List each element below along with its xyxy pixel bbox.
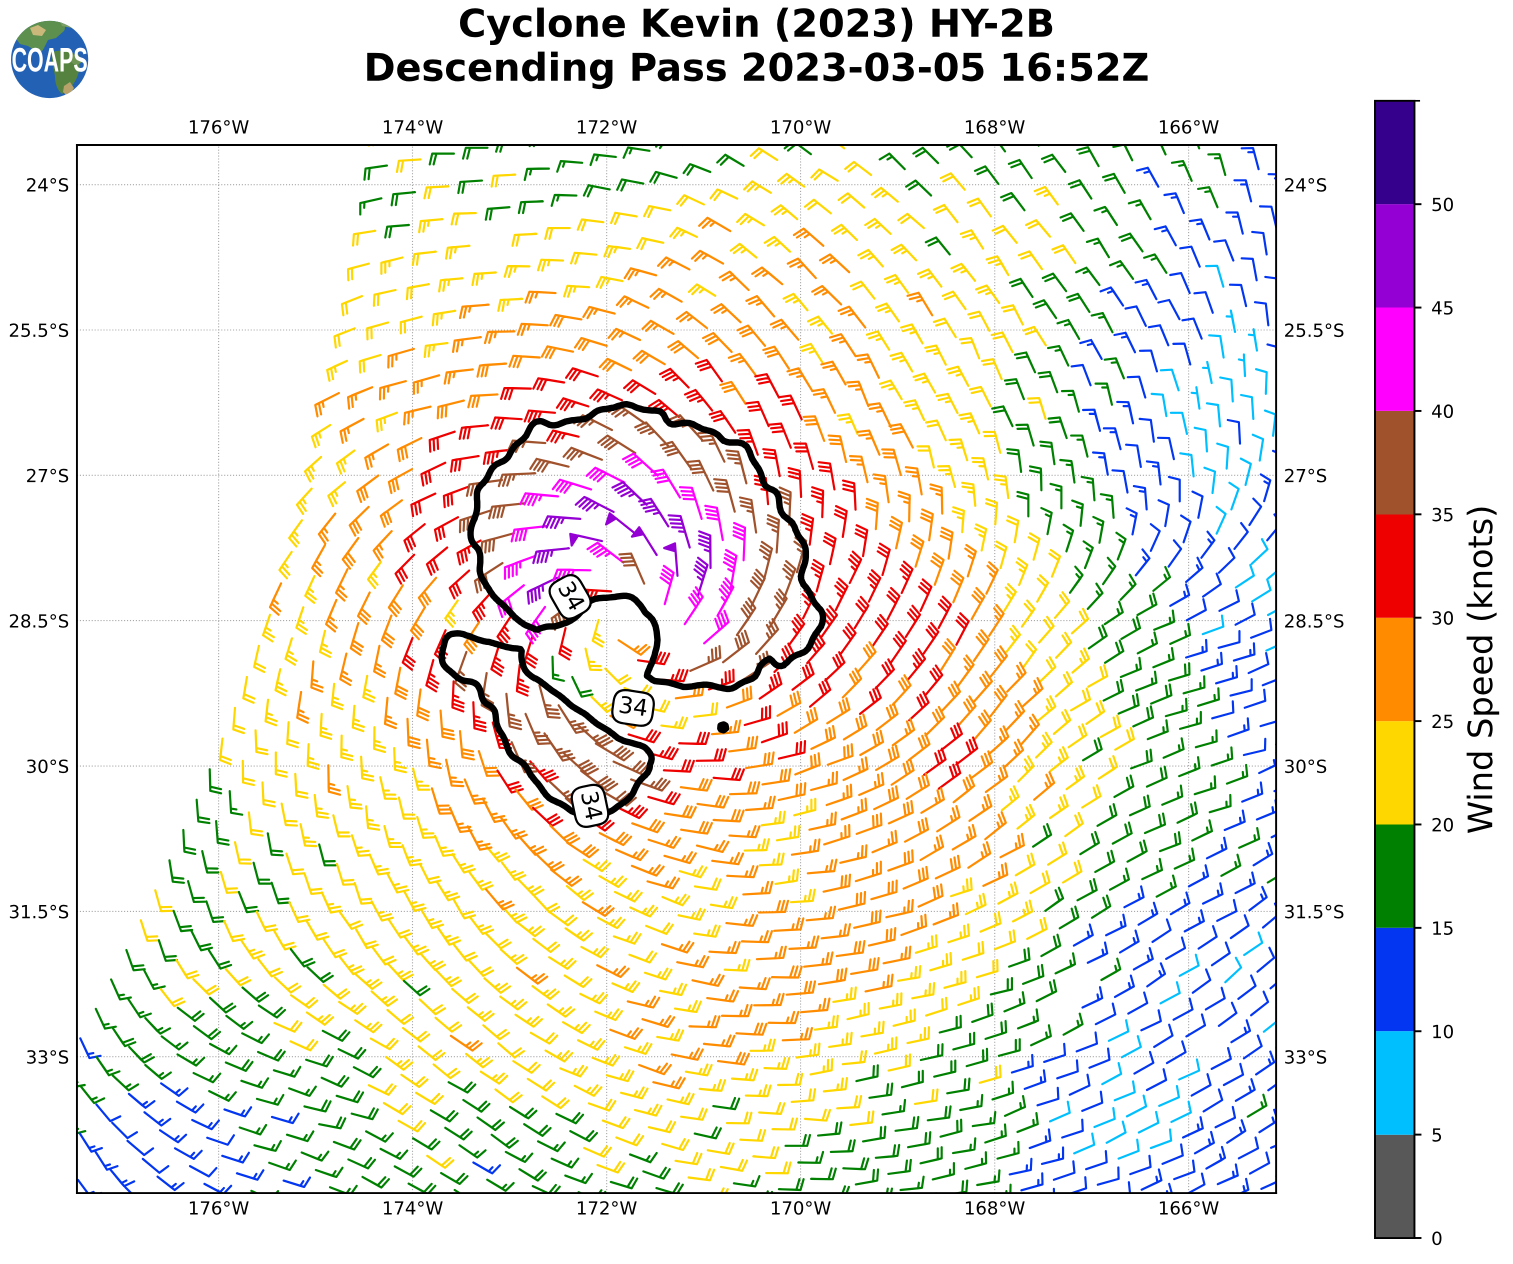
svg-text:COAPS: COAPS: [12, 41, 88, 79]
